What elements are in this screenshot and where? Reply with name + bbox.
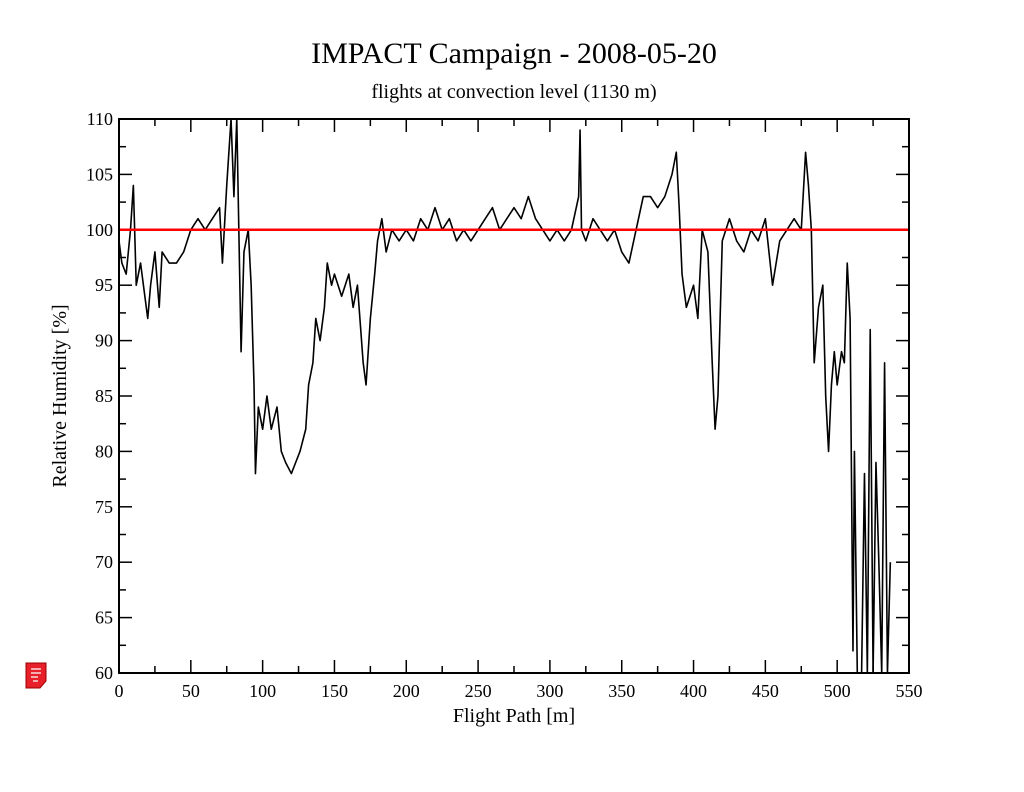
chart-title: IMPACT Campaign - 2008-05-20 [311,37,717,70]
note-icon [25,662,47,689]
y-tick-label: 75 [95,497,113,517]
y-tick-label: 90 [95,331,113,351]
y-tick-label: 100 [86,220,113,240]
x-tick-label: 500 [824,681,851,701]
y-axis-label: Relative Humidity [%] [49,304,71,487]
x-tick-label: 350 [608,681,635,701]
x-tick-label: 300 [536,681,563,701]
y-tick-label: 85 [95,386,113,406]
x-tick-label: 400 [680,681,707,701]
x-tick-label: 100 [249,681,276,701]
plot-frame [118,118,910,674]
plot-area [119,119,909,673]
data-line [119,119,892,673]
chart-subtitle: flights at convection level (1130 m) [371,81,656,103]
x-axis-label: Flight Path [m] [453,705,575,727]
y-tick-label: 70 [95,552,113,572]
x-tick-label: 0 [115,681,124,701]
y-tick-label: 60 [95,663,113,683]
y-tick-label: 105 [86,164,113,184]
y-tick-label: 65 [95,608,113,628]
x-tick-label: 200 [393,681,420,701]
y-tick-label: 80 [95,441,113,461]
x-tick-label: 550 [896,681,923,701]
x-tick-label: 50 [182,681,200,701]
x-tick-label: 250 [465,681,492,701]
y-tick-label: 95 [95,275,113,295]
x-tick-label: 150 [321,681,348,701]
x-tick-label: 450 [752,681,779,701]
y-tick-label: 110 [87,109,113,129]
